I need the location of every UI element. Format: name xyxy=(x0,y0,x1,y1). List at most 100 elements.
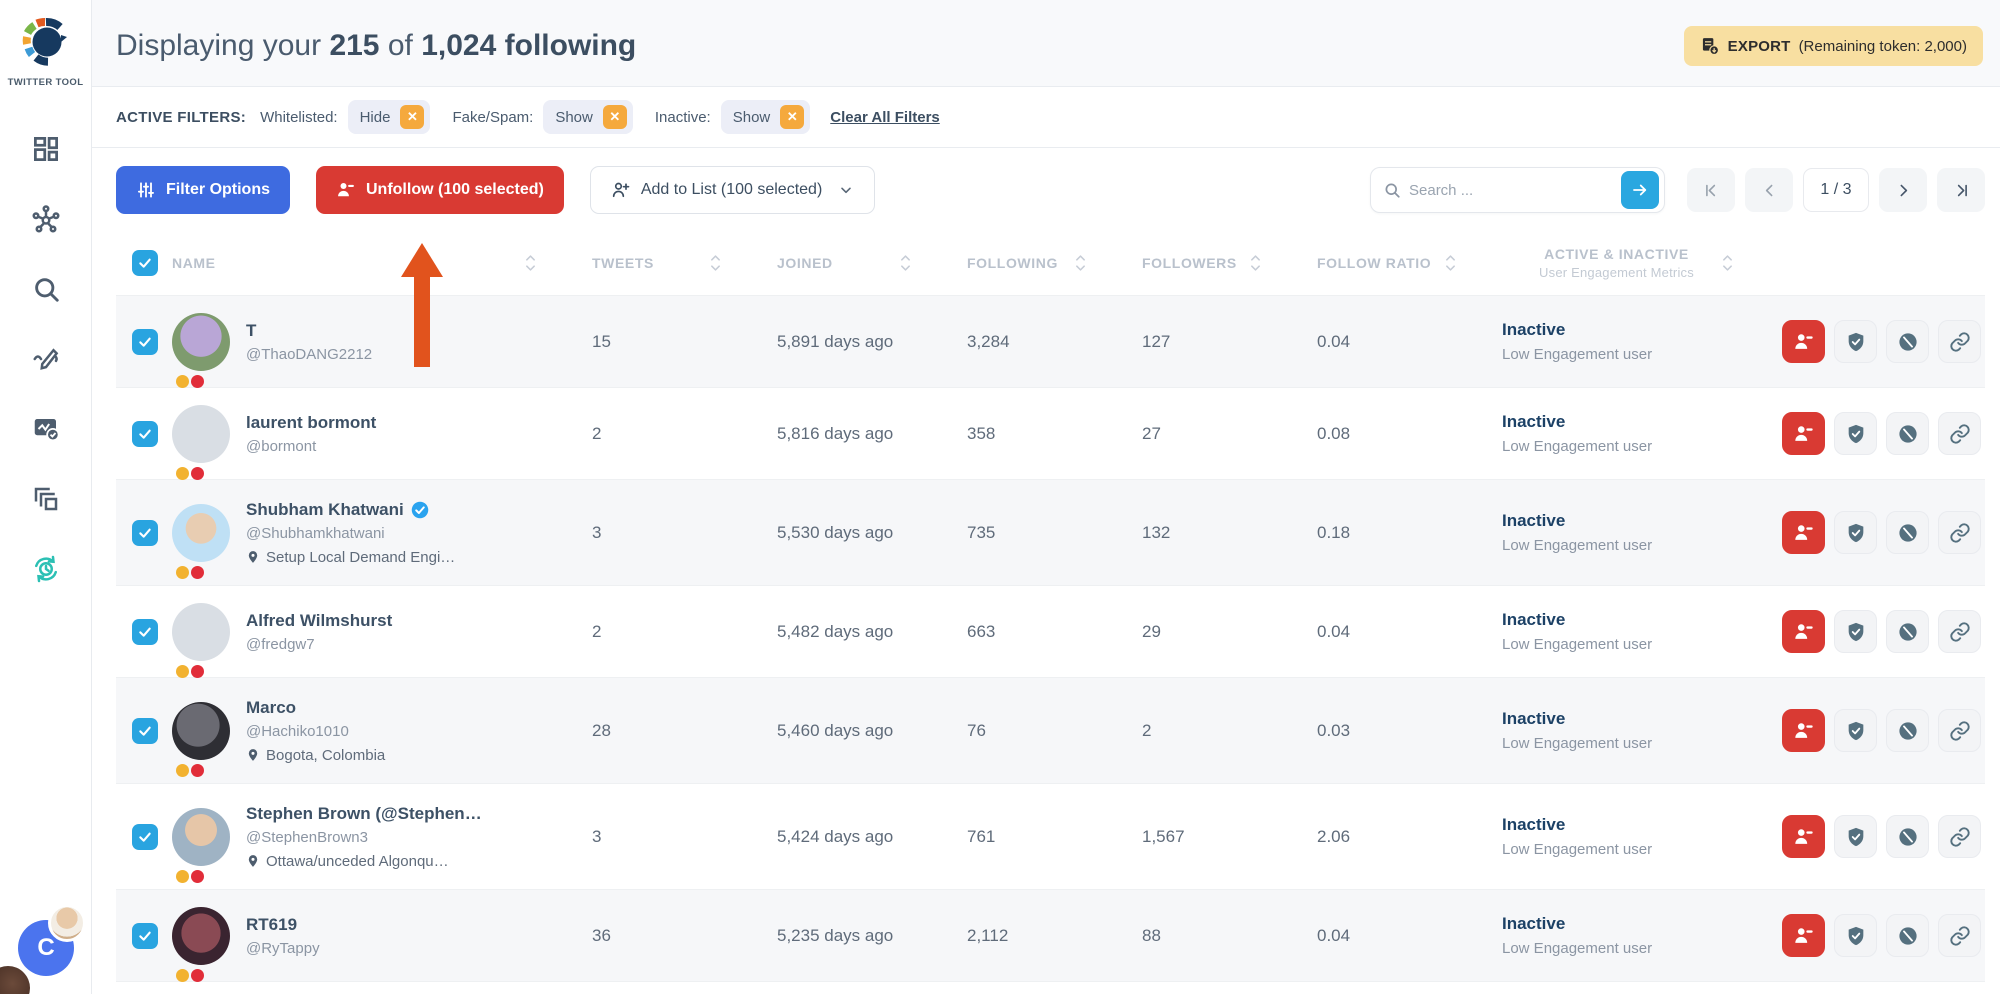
whitelist-user-button[interactable] xyxy=(1834,815,1877,858)
whitelist-user-button[interactable] xyxy=(1834,511,1877,554)
whitelist-user-button[interactable] xyxy=(1834,320,1877,363)
sort-icon[interactable] xyxy=(708,252,723,274)
app-logo[interactable]: TWITTER TOOL xyxy=(8,16,84,88)
person-minus-icon xyxy=(1793,720,1815,742)
whitelist-user-button[interactable] xyxy=(1834,610,1877,653)
sort-icon[interactable] xyxy=(1720,252,1735,274)
whitelist-user-button[interactable] xyxy=(1834,709,1877,752)
row-checkbox[interactable] xyxy=(132,420,158,447)
sort-icon[interactable] xyxy=(523,252,538,274)
header-following: FOLLOWING xyxy=(947,252,1122,274)
add-to-list-dropdown[interactable]: Add to List (100 selected) xyxy=(589,166,876,214)
sidebar-item-dashboard[interactable] xyxy=(31,134,61,164)
whitelist-user-button[interactable] xyxy=(1834,914,1877,957)
next-page-button[interactable] xyxy=(1879,168,1927,212)
select-all-checkbox[interactable] xyxy=(132,249,158,276)
unfollow-user-button[interactable] xyxy=(1782,709,1825,752)
user-cell: Marco @Hachiko1010 Bogota, Colombia xyxy=(172,698,572,777)
search-input[interactable] xyxy=(1401,181,1621,199)
copy-link-button[interactable] xyxy=(1938,412,1981,455)
sort-icon[interactable] xyxy=(1073,252,1088,274)
sort-icon[interactable] xyxy=(1443,252,1458,274)
clear-all-filters-link[interactable]: Clear All Filters xyxy=(830,108,940,126)
sort-icon[interactable] xyxy=(1248,252,1263,274)
row-checkbox[interactable] xyxy=(132,519,158,546)
remove-filter-button[interactable]: ✕ xyxy=(602,105,627,129)
twitter-tool-logo-icon xyxy=(22,18,67,66)
copy-link-button[interactable] xyxy=(1938,320,1981,363)
copy-link-button[interactable] xyxy=(1938,815,1981,858)
sidebar-item-network[interactable] xyxy=(31,204,61,234)
copy-link-button[interactable] xyxy=(1938,511,1981,554)
person-minus-icon xyxy=(1793,925,1815,947)
unfollow-user-button[interactable] xyxy=(1782,610,1825,653)
row-checkbox[interactable] xyxy=(132,328,158,355)
unfollow-user-button[interactable] xyxy=(1782,914,1825,957)
sort-icon[interactable] xyxy=(898,252,913,274)
block-user-button[interactable] xyxy=(1886,610,1929,653)
sidebar-item-compose[interactable] xyxy=(31,344,61,374)
user-handle: @bormont xyxy=(246,437,317,455)
user-handle: @ThaoDANG2212 xyxy=(246,345,373,363)
status-detail: Low Engagement user xyxy=(1502,438,1653,455)
red-dot xyxy=(191,869,204,883)
block-user-button[interactable] xyxy=(1886,320,1929,363)
filter-value-box: Show ✕ xyxy=(543,100,633,134)
export-label: EXPORT xyxy=(1727,37,1791,55)
block-user-button[interactable] xyxy=(1886,412,1929,455)
unfollow-user-button[interactable] xyxy=(1782,320,1825,363)
status-label: Inactive xyxy=(1502,815,1566,834)
filter-options-button[interactable]: Filter Options xyxy=(116,166,290,214)
row-checkbox[interactable] xyxy=(132,618,158,645)
following-value: 2,112 xyxy=(967,925,1009,945)
status-cell: Inactive Low Engagement user xyxy=(1492,709,1782,752)
remove-filter-button[interactable]: ✕ xyxy=(780,105,805,129)
user-handle: @Shubhamkhatwani xyxy=(246,524,385,542)
status-label: Inactive xyxy=(1502,709,1566,728)
unfollow-user-button[interactable] xyxy=(1782,511,1825,554)
block-user-button[interactable] xyxy=(1886,914,1929,957)
status-cell: Inactive Low Engagement user xyxy=(1492,610,1782,653)
row-checkbox[interactable] xyxy=(132,717,158,744)
last-page-button[interactable] xyxy=(1937,168,1985,212)
sidebar-item-refresh-clock[interactable] xyxy=(31,554,61,584)
status-detail: Low Engagement user xyxy=(1502,346,1653,363)
unfollow-button[interactable]: Unfollow (100 selected) xyxy=(316,166,564,214)
block-user-button[interactable] xyxy=(1886,709,1929,752)
status-detail: Low Engagement user xyxy=(1502,636,1653,653)
status-cell: Inactive Low Engagement user xyxy=(1492,914,1782,957)
search-submit-button[interactable] xyxy=(1621,171,1659,209)
following-table: NAME TWEETS JOINED FOLLOWING FOLLOWERS xyxy=(116,230,1985,982)
joined-value: 5,482 days ago xyxy=(777,621,894,641)
sidebar-item-search[interactable] xyxy=(31,274,61,304)
user-cell: Stephen Brown (@Stephen… @StephenBrown3 … xyxy=(172,804,572,883)
unfollow-user-button[interactable] xyxy=(1782,412,1825,455)
status-detail: Low Engagement user xyxy=(1502,537,1653,554)
whitelist-user-button[interactable] xyxy=(1834,412,1877,455)
user-avatar[interactable]: C xyxy=(18,904,86,976)
row-checkbox[interactable] xyxy=(132,823,158,850)
user-name: Shubham Khatwani xyxy=(246,499,404,519)
row-checkbox[interactable] xyxy=(132,922,158,949)
copy-link-button[interactable] xyxy=(1938,914,1981,957)
export-button[interactable]: EXPORT (Remaining token: 2,000) xyxy=(1683,26,1983,66)
follow-ratio-value: 0.04 xyxy=(1317,621,1351,641)
shield-check-icon xyxy=(1845,423,1867,445)
row-actions xyxy=(1782,914,1985,957)
first-page-button[interactable] xyxy=(1687,168,1735,212)
unfollow-user-button[interactable] xyxy=(1782,815,1825,858)
block-user-button[interactable] xyxy=(1886,511,1929,554)
prev-page-button[interactable] xyxy=(1745,168,1793,212)
bell-icon[interactable] xyxy=(31,864,61,894)
copy-link-button[interactable] xyxy=(1938,610,1981,653)
person-silhouette-icon xyxy=(172,603,230,661)
copy-link-button[interactable] xyxy=(1938,709,1981,752)
followers-value: 2 xyxy=(1142,720,1152,740)
sidebar-item-analytics-check[interactable] xyxy=(31,414,61,444)
block-user-button[interactable] xyxy=(1886,815,1929,858)
sidebar-item-pages[interactable] xyxy=(31,484,61,514)
joined-value: 5,530 days ago xyxy=(777,522,894,542)
remove-filter-button[interactable]: ✕ xyxy=(400,105,425,129)
check-icon xyxy=(137,426,153,442)
sliders-icon xyxy=(136,180,156,200)
